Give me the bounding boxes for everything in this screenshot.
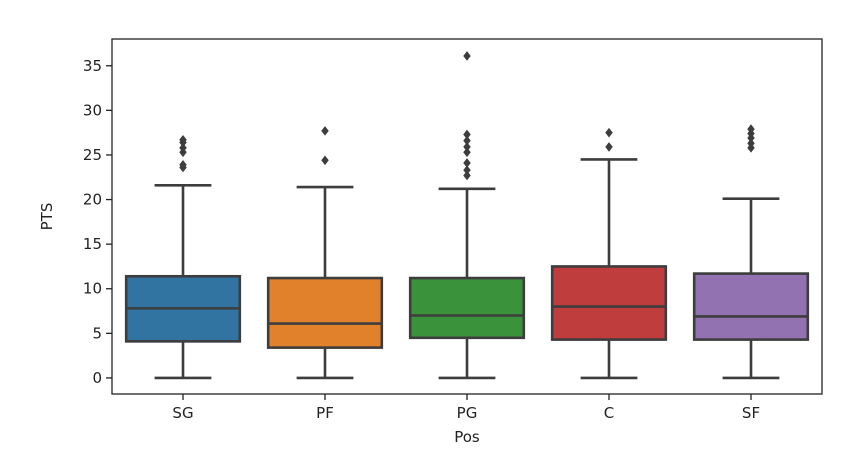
outlier-point <box>463 158 471 168</box>
outlier-point <box>179 159 187 170</box>
y-tick-label: 20 <box>83 191 102 209</box>
outlier-point <box>179 143 187 153</box>
box-group-pf <box>266 126 384 380</box>
outlier-point <box>463 51 471 61</box>
box-iqr <box>266 276 384 349</box>
y-tick-label: 15 <box>83 235 102 253</box>
x-tick-label: PG <box>457 404 478 422</box>
box-iqr <box>692 272 810 341</box>
outlier-point <box>463 165 471 175</box>
outlier-point <box>463 147 471 158</box>
outlier-point <box>463 129 471 140</box>
y-tick-label: 10 <box>83 280 102 298</box>
box-group-pg <box>408 51 526 380</box>
x-tick-label: SG <box>172 404 193 422</box>
outlier-point <box>463 135 471 146</box>
outlier-point <box>605 142 613 152</box>
x-tick-label: PF <box>316 404 334 422</box>
box-iqr <box>408 276 526 340</box>
x-tick-label: SF <box>742 404 760 422</box>
outlier-point <box>463 170 471 181</box>
outlier-point <box>321 155 329 166</box>
outlier-point <box>605 127 613 138</box>
outlier-point <box>463 142 471 152</box>
y-tick-label: 30 <box>83 101 102 119</box>
y-axis: 0 5 10 15 20 25 30 35 <box>83 57 112 387</box>
box-group-sg <box>124 134 242 380</box>
y-tick-label: 35 <box>83 57 102 75</box>
x-tick-label: C <box>604 404 614 422</box>
y-axis-label: PTS <box>38 203 56 231</box>
y-tick-label: 25 <box>83 146 102 164</box>
outlier-point <box>321 126 329 136</box>
y-tick-label: 5 <box>92 324 102 342</box>
outlier-point <box>747 124 755 134</box>
box-group-sf <box>692 124 810 380</box>
y-tick-label: 0 <box>92 369 102 387</box>
x-axis-label: Pos <box>454 428 480 446</box>
boxes-layer <box>124 51 810 380</box>
box-iqr <box>550 265 668 341</box>
outlier-point <box>747 138 755 149</box>
box-group-c <box>550 127 668 380</box>
outlier-point <box>179 134 187 145</box>
x-axis: SG PF PG C SF <box>172 394 760 422</box>
